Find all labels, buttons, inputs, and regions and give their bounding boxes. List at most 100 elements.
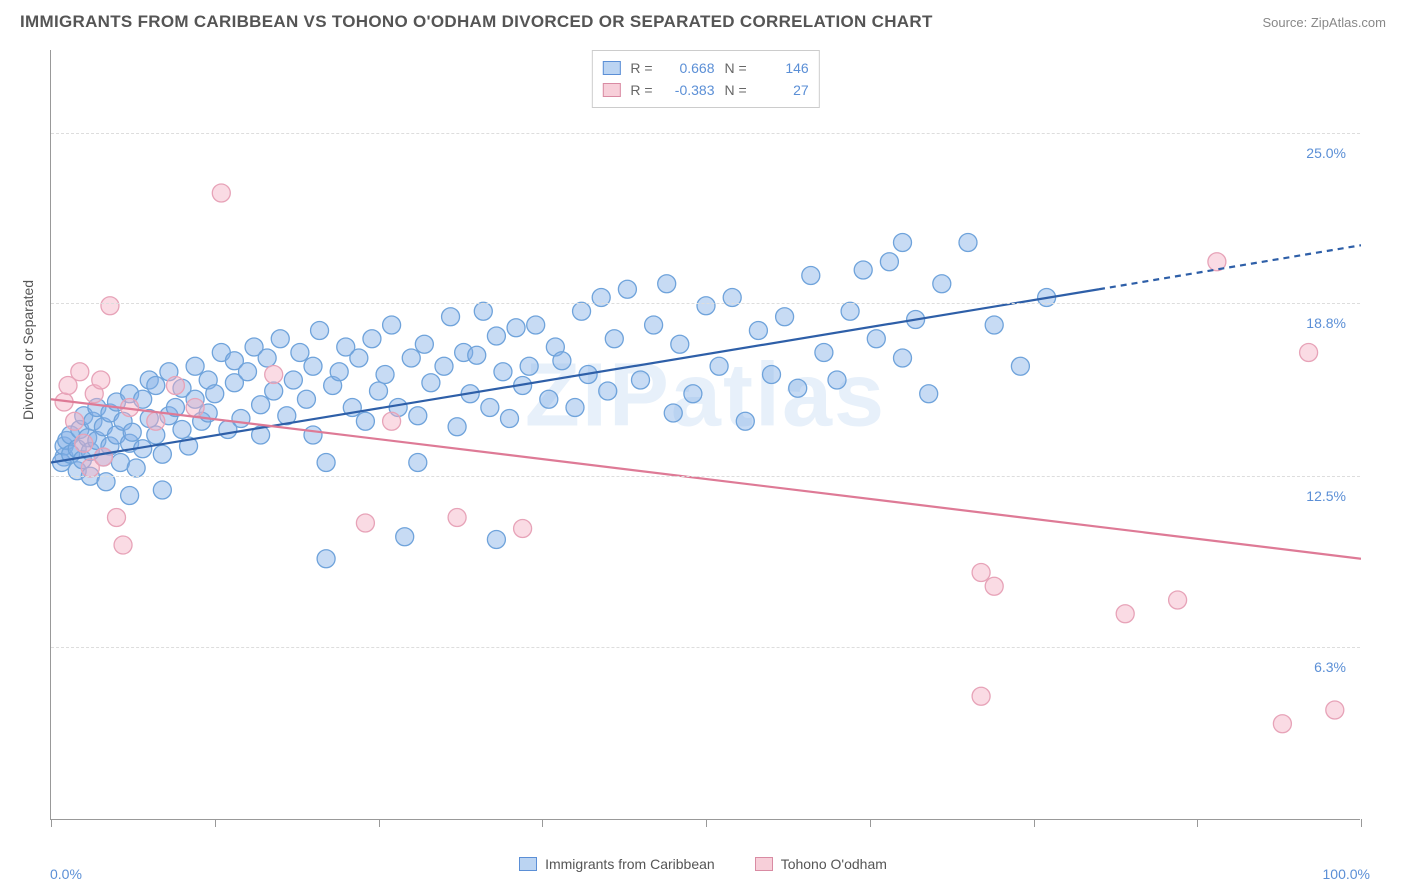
legend-label-1: Immigrants from Caribbean xyxy=(545,856,715,872)
data-point xyxy=(815,344,833,362)
data-point xyxy=(92,371,110,389)
data-point xyxy=(494,363,512,381)
y-tick-label: 12.5% xyxy=(1306,488,1346,504)
swatch-blue-icon xyxy=(519,857,537,871)
data-point xyxy=(959,234,977,252)
data-point xyxy=(186,399,204,417)
data-point xyxy=(186,357,204,375)
data-point xyxy=(101,297,119,315)
stats-legend-box: R = 0.668 N = 146 R = -0.383 N = 27 xyxy=(591,50,819,108)
data-point xyxy=(212,184,230,202)
data-point xyxy=(710,357,728,375)
data-point xyxy=(297,390,315,408)
data-point xyxy=(75,434,93,452)
data-point xyxy=(232,410,250,428)
data-point xyxy=(566,399,584,417)
chart-plot-area: ZIPatlas R = 0.668 N = 146 R = -0.383 N … xyxy=(50,50,1360,820)
x-tick xyxy=(706,819,707,827)
data-point xyxy=(520,357,538,375)
source-attribution: Source: ZipAtlas.com xyxy=(1262,15,1386,30)
data-point xyxy=(605,330,623,348)
data-point xyxy=(356,412,374,430)
data-point xyxy=(507,319,525,337)
data-point xyxy=(435,357,453,375)
data-point xyxy=(147,412,165,430)
data-point xyxy=(147,377,165,395)
legend-item-2: Tohono O'odham xyxy=(755,856,887,872)
x-tick xyxy=(379,819,380,827)
data-point xyxy=(1273,715,1291,733)
x-tick xyxy=(870,819,871,827)
gridline-h xyxy=(51,647,1360,648)
y-axis-label: Divorced or Separated xyxy=(20,280,36,420)
y-tick-label: 6.3% xyxy=(1314,659,1346,675)
data-point xyxy=(972,564,990,582)
data-point xyxy=(284,371,302,389)
data-point xyxy=(376,366,394,384)
data-point xyxy=(317,454,335,472)
data-point xyxy=(415,335,433,353)
data-point xyxy=(94,448,112,466)
source-prefix: Source: xyxy=(1262,15,1310,30)
data-point xyxy=(363,330,381,348)
data-point xyxy=(527,316,545,334)
data-point xyxy=(265,366,283,384)
data-point xyxy=(396,528,414,546)
stat-n-label-2: N = xyxy=(725,82,747,98)
data-point xyxy=(1326,701,1344,719)
chart-title: IMMIGRANTS FROM CARIBBEAN VS TOHONO O'OD… xyxy=(20,12,933,32)
stat-r-value-1: 0.668 xyxy=(663,60,715,76)
data-point xyxy=(114,536,132,554)
legend-item-1: Immigrants from Caribbean xyxy=(519,856,715,872)
data-point xyxy=(66,412,84,430)
x-max-label: 100.0% xyxy=(1323,866,1370,882)
data-point xyxy=(933,275,951,293)
data-point xyxy=(894,349,912,367)
data-point xyxy=(330,363,348,381)
x-tick xyxy=(1034,819,1035,827)
data-point xyxy=(481,399,499,417)
data-point xyxy=(501,410,519,428)
data-point xyxy=(173,421,191,439)
data-point xyxy=(409,454,427,472)
data-point xyxy=(841,302,859,320)
data-point xyxy=(658,275,676,293)
bottom-legend: 0.0% Immigrants from Caribbean Tohono O'… xyxy=(0,848,1406,892)
data-point xyxy=(271,330,289,348)
data-point xyxy=(1169,591,1187,609)
data-point xyxy=(258,349,276,367)
swatch-pink-icon xyxy=(602,83,620,97)
data-point xyxy=(763,366,781,384)
x-tick xyxy=(215,819,216,827)
data-point xyxy=(776,308,794,326)
data-point xyxy=(880,253,898,271)
data-point xyxy=(618,280,636,298)
data-point xyxy=(127,459,145,477)
data-point xyxy=(487,327,505,345)
y-tick-label: 18.8% xyxy=(1306,315,1346,331)
data-point xyxy=(1011,357,1029,375)
swatch-pink-icon xyxy=(755,857,773,871)
stats-row-series-1: R = 0.668 N = 146 xyxy=(602,57,808,79)
data-point xyxy=(867,330,885,348)
data-point xyxy=(553,352,571,370)
gridline-h xyxy=(51,133,1360,134)
x-tick xyxy=(51,819,52,827)
data-point xyxy=(671,335,689,353)
data-point xyxy=(252,396,270,414)
data-point xyxy=(123,423,141,441)
trend-line-dashed xyxy=(1099,245,1361,289)
data-point xyxy=(487,531,505,549)
data-point xyxy=(304,426,322,444)
stat-n-value-1: 146 xyxy=(757,60,809,76)
x-tick xyxy=(1361,819,1362,827)
y-tick-label: 25.0% xyxy=(1306,145,1346,161)
stat-r-value-2: -0.383 xyxy=(663,82,715,98)
source-name: ZipAtlas.com xyxy=(1311,15,1386,30)
gridline-h xyxy=(51,303,1360,304)
data-point xyxy=(422,374,440,392)
data-point xyxy=(985,316,1003,334)
data-point xyxy=(828,371,846,389)
scatter-svg xyxy=(51,50,1361,820)
data-point xyxy=(749,322,767,340)
